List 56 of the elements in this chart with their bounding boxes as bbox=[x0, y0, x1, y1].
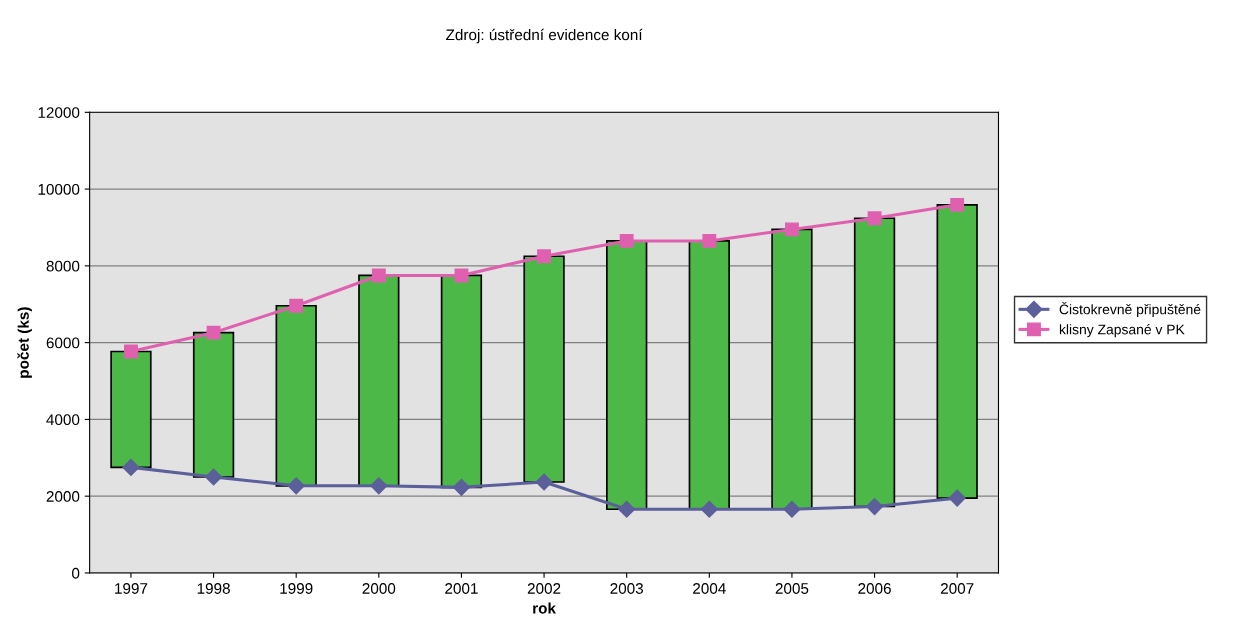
y-tick-label: 6000 bbox=[46, 337, 80, 349]
bar bbox=[192, 331, 235, 478]
point bbox=[867, 211, 882, 226]
point bbox=[452, 478, 470, 496]
point bbox=[784, 222, 799, 237]
point bbox=[371, 268, 386, 283]
x-tick-label: 2002 bbox=[527, 583, 561, 594]
point bbox=[618, 500, 636, 518]
bar bbox=[936, 203, 978, 499]
point bbox=[702, 233, 717, 248]
y-axis-title: počet (ks) bbox=[17, 307, 32, 378]
x-tick-label: 1999 bbox=[280, 583, 313, 594]
x-tick-label: 2004 bbox=[693, 583, 726, 594]
legend-label: Čistokrevně připuštěné bbox=[1059, 302, 1201, 318]
y-tick-label: 0 bbox=[72, 567, 80, 579]
x-tick-label: 2006 bbox=[858, 583, 891, 594]
point bbox=[783, 500, 801, 518]
bar bbox=[606, 240, 648, 511]
bar bbox=[275, 304, 317, 487]
bar bbox=[523, 255, 565, 483]
y-tick-label: 4000 bbox=[46, 414, 80, 426]
y-tick-label: 10000 bbox=[38, 183, 80, 195]
point bbox=[289, 298, 304, 313]
point bbox=[124, 344, 138, 359]
point bbox=[950, 197, 965, 212]
point bbox=[287, 477, 305, 495]
x-tick-label: 2003 bbox=[610, 583, 644, 594]
x-tick-label: 2007 bbox=[940, 583, 974, 594]
point bbox=[122, 458, 140, 476]
legend-label: klisny Zapsané v PK bbox=[1059, 324, 1185, 338]
point bbox=[370, 477, 388, 495]
y-tick-label: 8000 bbox=[46, 260, 80, 272]
bar bbox=[688, 240, 730, 511]
bar bbox=[853, 217, 896, 508]
x-tick-label: 2000 bbox=[362, 583, 396, 594]
point bbox=[948, 489, 966, 507]
bar bbox=[110, 350, 152, 469]
bar bbox=[771, 228, 813, 511]
x-tick-label: 2001 bbox=[445, 583, 478, 594]
bar bbox=[440, 274, 483, 489]
point bbox=[700, 500, 718, 518]
bar bbox=[358, 274, 400, 487]
point bbox=[535, 473, 553, 491]
point bbox=[206, 325, 221, 340]
point bbox=[866, 497, 884, 516]
y-tick-label: 2000 bbox=[46, 491, 80, 502]
y-tick-label: 12000 bbox=[38, 107, 80, 118]
point bbox=[537, 249, 552, 264]
x-tick-label: 1998 bbox=[197, 583, 230, 594]
chart-title: Zdroj: ústřední evidence koní bbox=[446, 28, 643, 44]
x-tick-label: 1997 bbox=[115, 583, 148, 594]
point bbox=[619, 233, 634, 248]
x-axis-title: rok bbox=[533, 602, 556, 614]
point bbox=[454, 268, 469, 283]
x-tick-label: 2005 bbox=[775, 583, 809, 594]
point bbox=[205, 468, 223, 486]
